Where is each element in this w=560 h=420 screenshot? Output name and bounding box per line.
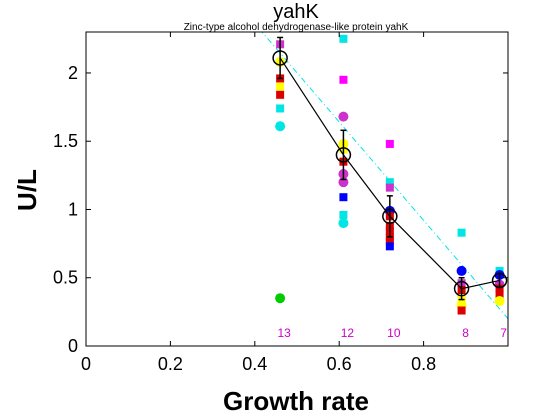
- data-point-circle: [494, 295, 505, 306]
- mean-marker: [272, 50, 288, 66]
- mean-line: [279, 57, 500, 290]
- data-point-square: [276, 82, 285, 91]
- data-point-square: [457, 306, 466, 315]
- chart-subtitle: Zinc-type alcohol dehydrogenase-like pro…: [184, 22, 409, 33]
- y-axis-label: U/L: [12, 169, 42, 211]
- data-point-square: [385, 139, 394, 148]
- data-point-circle: [338, 218, 349, 229]
- data-point-circle: [456, 265, 467, 276]
- x-tick-label: 0.6: [327, 354, 352, 374]
- x-tick-label: 0.8: [411, 354, 436, 374]
- x-axis-label: Growth rate: [223, 386, 369, 416]
- mean-marker: [382, 208, 398, 225]
- data-point-square: [339, 34, 348, 43]
- data-point-square: [385, 178, 394, 187]
- mean-marker: [335, 147, 352, 163]
- data-point-circle: [338, 111, 349, 122]
- plot-area: 13 12 10 8 7 0 0.2 0.4 0.6 0.8 0 0.5 1 1.5 2: [53, 31, 509, 374]
- plot-content: 13 12 10 8 7: [261, 32, 508, 340]
- axes-box: [85, 31, 509, 347]
- y-tick-label: 1.5: [53, 131, 78, 151]
- data-point-square: [385, 236, 394, 245]
- fit-line: [261, 32, 508, 320]
- sample-count-label: 8: [462, 326, 469, 340]
- data-point-square: [339, 193, 348, 202]
- data-point-square: [276, 104, 285, 113]
- data-point-square: [385, 183, 394, 192]
- mean-marker: [453, 280, 470, 297]
- y-tick-label: 1: [68, 199, 78, 219]
- sample-count-label: 12: [341, 326, 355, 340]
- y-tick-label: 2: [68, 63, 78, 83]
- data-point-circle: [275, 121, 286, 132]
- sample-count-label: 7: [500, 326, 507, 340]
- x-tick-label: 0.2: [158, 354, 183, 374]
- data-point-square: [276, 90, 285, 99]
- data-point-circle: [275, 293, 286, 304]
- y-tick-label: 0: [68, 336, 78, 356]
- x-tick-label: 0: [81, 354, 91, 374]
- data-point-square: [495, 284, 504, 293]
- data-point-square: [339, 75, 348, 84]
- data-point-square: [495, 290, 504, 299]
- sample-count-label: 10: [387, 326, 401, 340]
- x-tick-label: 0.4: [242, 354, 267, 374]
- sample-count-label: 13: [277, 326, 291, 340]
- chart-title: yahK: [273, 1, 319, 23]
- mean-marker: [491, 272, 508, 289]
- data-point-square: [339, 210, 348, 219]
- y-tick-label: 0.5: [53, 268, 78, 288]
- data-point-square: [385, 242, 394, 251]
- data-point-square: [457, 228, 466, 237]
